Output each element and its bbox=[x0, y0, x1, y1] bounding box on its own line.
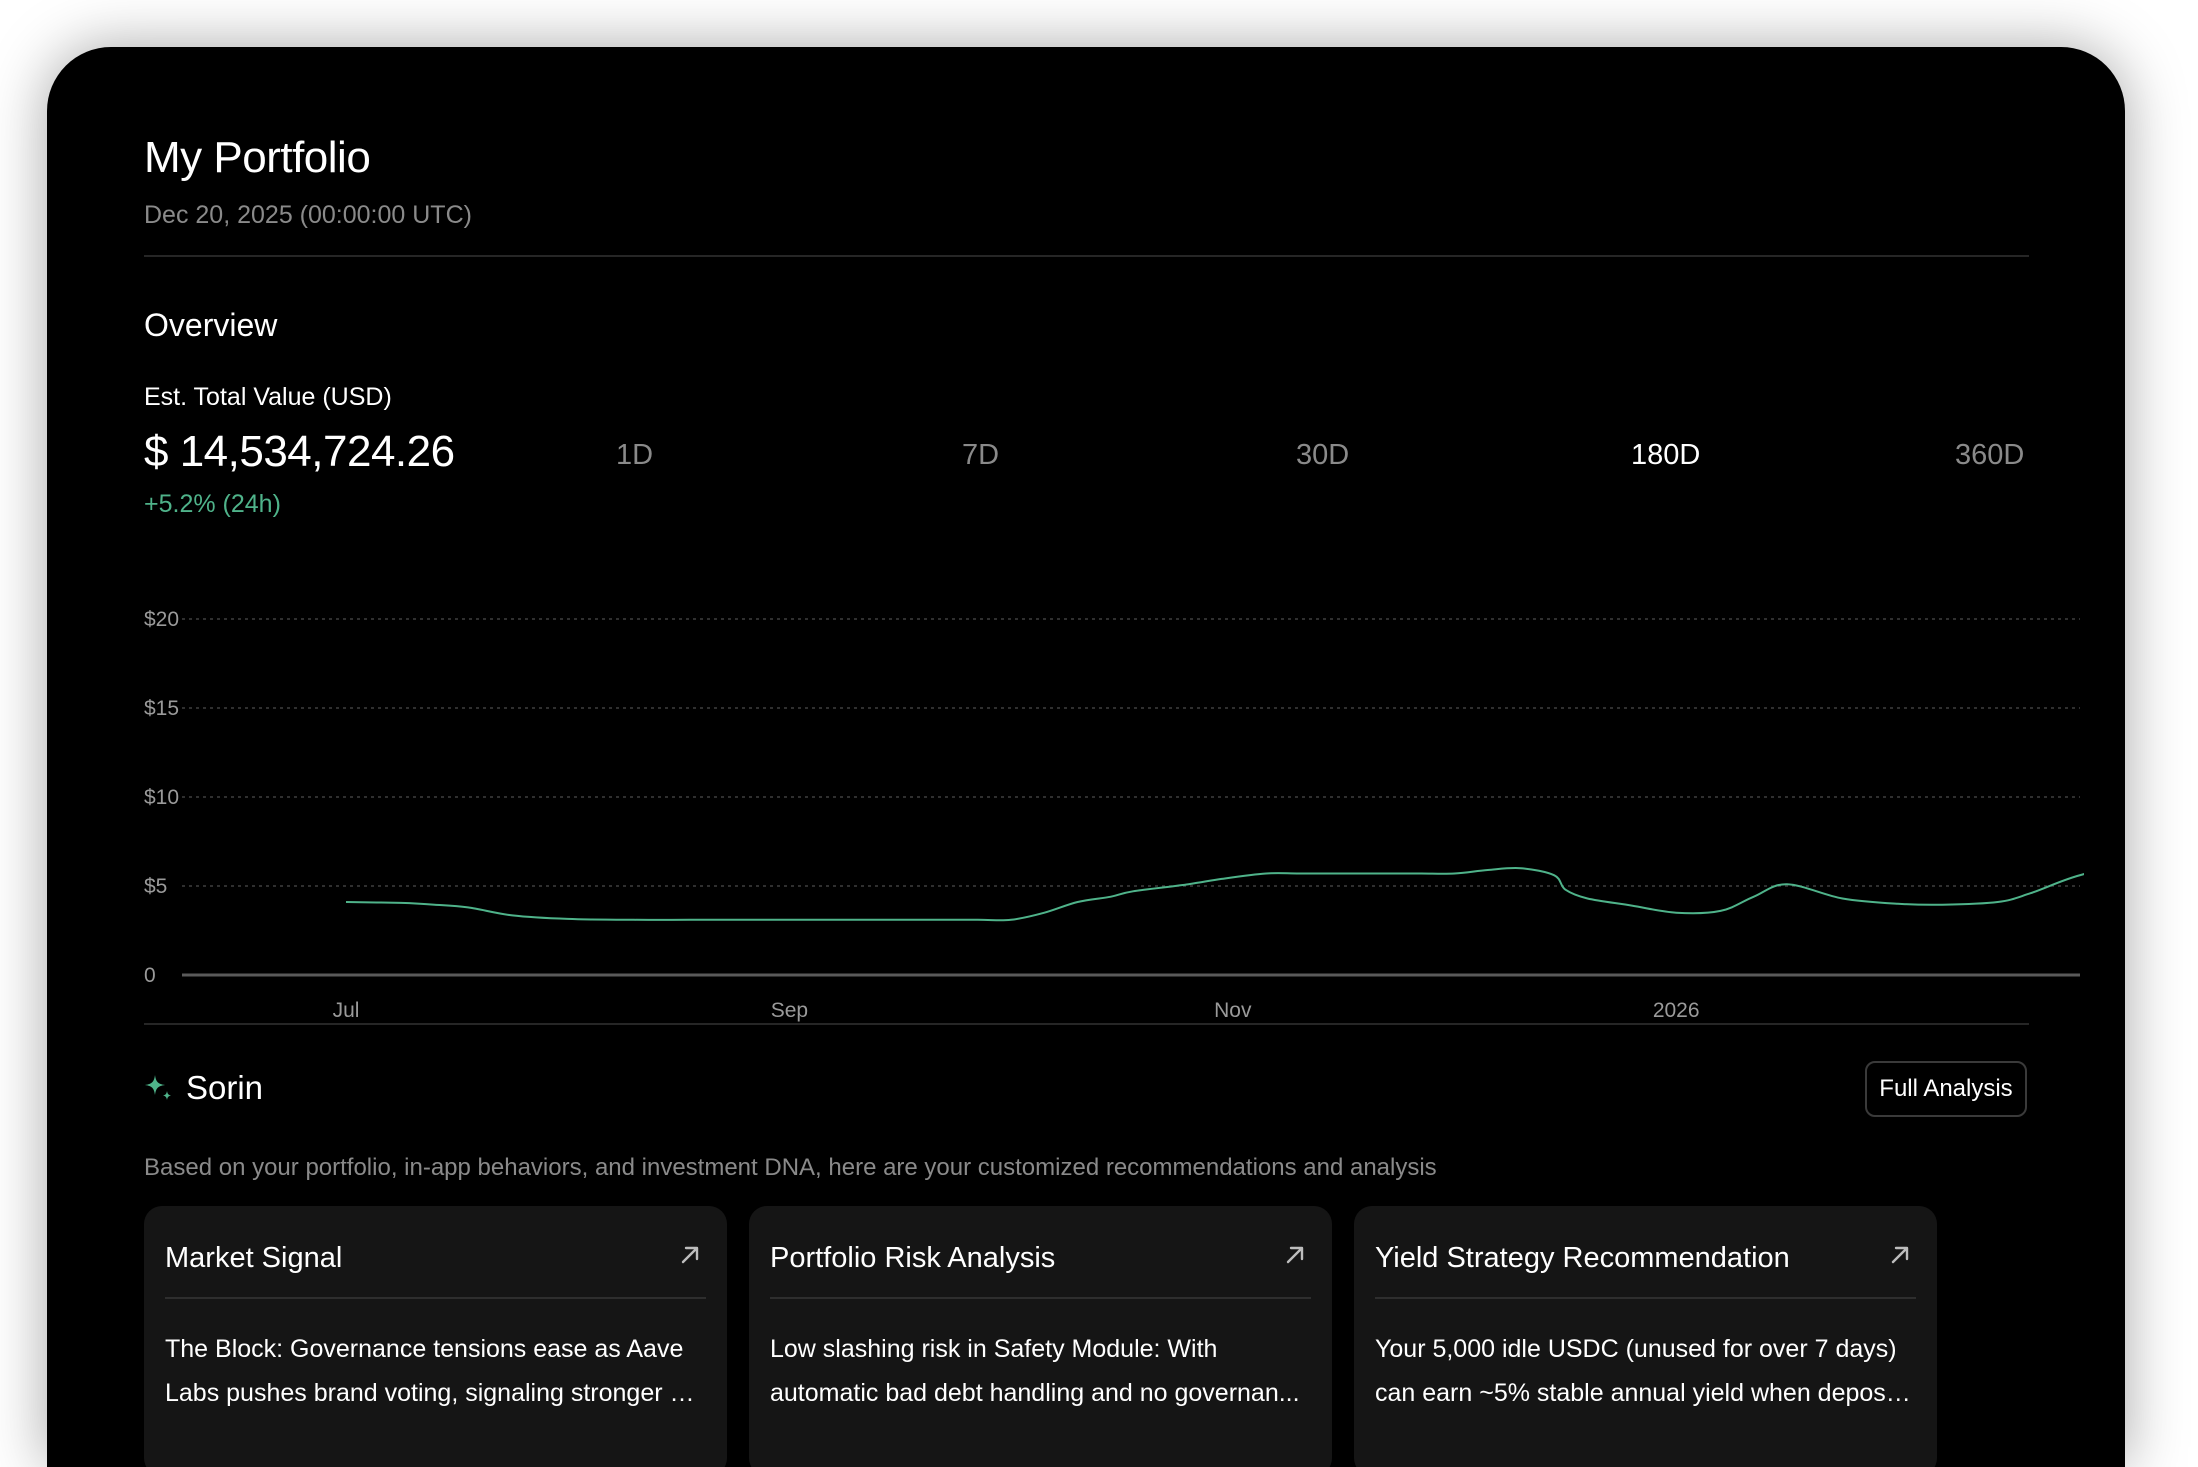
arrow-up-right-icon[interactable] bbox=[1887, 1242, 1913, 1268]
card-body-line: The Block: Governance tensions ease as A… bbox=[165, 1335, 684, 1363]
header-divider bbox=[144, 255, 2029, 257]
range-tab-30d[interactable]: 30D bbox=[1296, 439, 1350, 471]
yield-strategy-card[interactable]: Yield Strategy Recommendation Your 5,000… bbox=[1354, 1206, 1937, 1467]
sorin-description: Based on your portfolio, in-app behavior… bbox=[144, 1154, 1437, 1181]
sorin-title: Sorin bbox=[186, 1069, 264, 1106]
page-title: My Portfolio bbox=[144, 133, 371, 182]
card-divider bbox=[770, 1297, 1311, 1299]
card-body: The Block: Governance tensions ease as A… bbox=[165, 1327, 705, 1415]
x-tick-label: Nov bbox=[1214, 999, 1252, 1022]
total-value-label: Est. Total Value (USD) bbox=[144, 383, 392, 411]
overview-title: Overview bbox=[144, 307, 278, 343]
y-tick-label: 0 bbox=[144, 964, 156, 987]
x-tick-label: 2026 bbox=[1653, 999, 1700, 1022]
range-tab-7d[interactable]: 7D bbox=[962, 439, 1000, 471]
market-signal-card[interactable]: Market Signal The Block: Governance tens… bbox=[144, 1206, 727, 1467]
card-title: Portfolio Risk Analysis bbox=[770, 1242, 1056, 1274]
portfolio-panel: My Portfolio Dec 20, 2025 (00:00:00 UTC)… bbox=[47, 47, 2125, 1467]
full-analysis-button[interactable]: Full Analysis bbox=[1865, 1061, 2027, 1117]
card-divider bbox=[165, 1297, 706, 1299]
arrow-up-right-icon[interactable] bbox=[677, 1242, 703, 1268]
sparkle-icon bbox=[145, 1075, 171, 1100]
card-title: Market Signal bbox=[165, 1242, 343, 1274]
card-body-line: automatic bad debt handling and no gover… bbox=[770, 1379, 1300, 1407]
card-body-line: Labs pushes brand voting, signaling stro… bbox=[165, 1379, 705, 1407]
card-title: Yield Strategy Recommendation bbox=[1375, 1242, 1790, 1274]
range-tab-360d[interactable]: 360D bbox=[1955, 439, 2025, 471]
page-date: Dec 20, 2025 (00:00:00 UTC) bbox=[144, 201, 472, 229]
portfolio-value-chart: $20$15$10$50JulSepNov2026MarMayJulSep bbox=[144, 608, 2084, 1022]
y-tick-label: $15 bbox=[144, 697, 179, 720]
card-body: Low slashing risk in Safety Module: With… bbox=[770, 1327, 1310, 1415]
y-tick-label: $20 bbox=[144, 608, 179, 631]
x-tick-label: Sep bbox=[771, 999, 808, 1022]
card-body-line: can earn ~5% stable annual yield when de… bbox=[1375, 1379, 1915, 1407]
card-body-line: Low slashing risk in Safety Module: With bbox=[770, 1335, 1218, 1363]
chart-divider bbox=[144, 1023, 2029, 1025]
sorin-header: Sorin bbox=[144, 1069, 263, 1107]
card-body-line: Your 5,000 idle USDC (unused for over 7 … bbox=[1375, 1335, 1897, 1363]
value-change: +5.2% (24h) bbox=[144, 490, 281, 518]
total-value: $ 14,534,724.26 bbox=[144, 427, 455, 476]
card-divider bbox=[1375, 1297, 1916, 1299]
card-body: Your 5,000 idle USDC (unused for over 7 … bbox=[1375, 1327, 1915, 1415]
y-tick-label: $10 bbox=[144, 786, 179, 809]
arrow-up-right-icon[interactable] bbox=[1282, 1242, 1308, 1268]
portfolio-risk-card[interactable]: Portfolio Risk Analysis Low slashing ris… bbox=[749, 1206, 1332, 1467]
value-series-line bbox=[345, 866, 2084, 922]
x-tick-label: Jul bbox=[333, 999, 360, 1022]
range-tab-1d[interactable]: 1D bbox=[616, 439, 654, 471]
y-tick-label: $5 bbox=[144, 875, 167, 898]
range-tab-180d[interactable]: 180D bbox=[1631, 439, 1701, 471]
